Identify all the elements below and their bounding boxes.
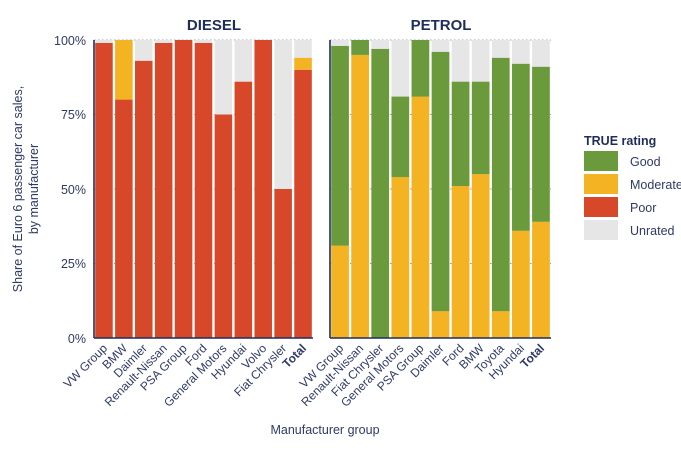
bar-segment-moderate [294,57,312,70]
panel-title: PETROL [411,17,472,34]
legend-swatch-moderate [584,174,618,194]
bar-segment-moderate [491,311,510,338]
bar-segment-good [351,40,369,55]
legend-swatch-poor [584,197,618,217]
y-tick-label: 75% [61,108,86,122]
bar-segment-moderate [512,230,530,338]
bar-segment-moderate [115,40,133,100]
bar-segment-poor [254,40,272,338]
bar-segment-poor [95,42,113,338]
legend-swatch-unrated [584,220,618,240]
bar-segment-poor [214,114,233,338]
bar-segment-moderate [351,54,369,339]
bar-segment-good [471,81,490,175]
bar-segment-moderate [471,174,490,338]
y-tick-label: 25% [61,257,86,271]
bar-segment-good [532,66,550,222]
bar-segment-poor [154,42,173,338]
legend-label-poor: Poor [630,201,656,215]
bar-segment-poor [115,99,133,338]
bar-segment-moderate [331,245,349,338]
bar-segment-good [371,48,390,338]
bar-segment-good [331,45,349,246]
bar-segment-poor [234,81,253,338]
legend-swatch-good [584,151,618,171]
legend-label-moderate: Moderate [630,178,681,192]
bar-segment-poor [194,42,213,338]
bar-segment-good [491,57,510,312]
bar-segment-good [411,40,430,97]
x-tick-label: Total [280,341,310,371]
legend-title: TRUE rating [584,134,656,148]
x-tick-label: Total [518,341,548,371]
bar-segment-good [391,96,410,178]
bar-segment-moderate [532,221,550,338]
bar-segment-good [451,81,470,187]
y-axis-title-line: by manufacturer [27,144,41,234]
y-tick-label: 100% [54,34,86,48]
y-axis-title-line: Share of Euro 6 passenger car sales, [11,86,25,292]
panel-title: DIESEL [187,17,241,34]
bar-segment-moderate [391,177,410,338]
bar-segment-good [512,63,530,231]
y-axis-title: Share of Euro 6 passenger car sales, by m… [11,86,41,292]
bar-segment-moderate [411,96,430,339]
bar-segment-poor [135,60,153,339]
legend: TRUE rating Good Moderate Poor Unrated [584,134,681,240]
x-axis-title: Manufacturer group [270,423,379,437]
y-axis: 0% 25% 50% 75% 100% Share of Euro 6 pass… [11,34,86,346]
bar-segment-poor [174,40,193,338]
bar-segment-moderate [451,186,470,338]
y-tick-label: 50% [61,183,86,197]
y-tick-label: 0% [68,332,86,346]
legend-label-good: Good [630,155,661,169]
bar-segment-good [431,51,450,312]
bar-segment-poor [274,189,292,338]
legend-label-unrated: Unrated [630,224,675,238]
bar-segment-moderate [431,311,450,338]
bar-segment-poor [294,69,312,339]
